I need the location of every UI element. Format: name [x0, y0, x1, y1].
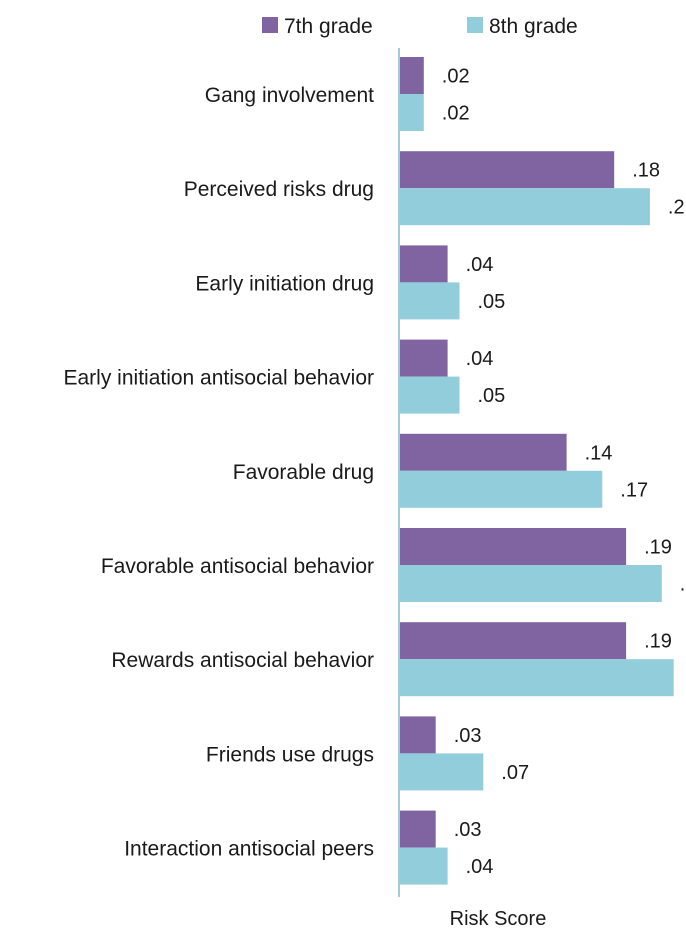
bar-early-initiation-antisocial-behavior-7th-grade	[400, 339, 448, 377]
bar-rewards-antisocial-behavior-7th-grade	[400, 622, 627, 660]
legend-swatch-7th-grade	[262, 17, 278, 33]
value-label-gang-involvement-8th-grade: .02	[442, 103, 470, 125]
category-label-gang-involvement: Gang involvement	[205, 84, 374, 107]
bar-friends-use-drugs-7th-grade	[400, 716, 436, 754]
bar-early-initiation-drug-7th-grade	[400, 245, 448, 283]
legend-swatch-8th-grade	[467, 17, 483, 33]
bar-gang-involvement-7th-grade	[400, 57, 424, 94]
value-labels-group: .02 .02 .18 .21 .04 .05 .04 .05 .14 .17 .19 .22 .19.…	[442, 66, 686, 879]
bar-perceived-risks-drug-7th-grade	[400, 151, 615, 189]
legend-label-8th-grade: 8th grade	[489, 15, 578, 38]
value-label-early-initiation-drug-7th-grade: .04	[466, 254, 494, 276]
bar-favorable-antisocial-behavior-8th-grade	[400, 565, 662, 602]
value-label-favorable-antisocial-behavior-8th-grade: .22	[680, 574, 686, 596]
category-label-favorable-drug: Favorable drug	[233, 461, 374, 484]
bar-perceived-risks-drug-8th-grade	[400, 188, 650, 226]
category-label-favorable-antisocial-behavior: Favorable antisocial behavior	[101, 555, 374, 578]
bars-group	[400, 57, 674, 885]
bar-favorable-antisocial-behavior-7th-grade	[400, 528, 627, 565]
value-label-early-initiation-antisocial-behavior-7th-grade: .04	[466, 348, 494, 370]
category-labels-group: Gang involvement Perceived risks drug Earl…	[64, 84, 375, 861]
value-label-early-initiation-drug-8th-grade: .05	[478, 291, 506, 313]
x-axis-title: Risk Score	[450, 908, 547, 930]
category-label-friends-use-drugs: Friends use drugs	[206, 743, 374, 766]
value-label-favorable-drug-8th-grade: .17	[620, 479, 648, 501]
bar-favorable-drug-8th-grade	[400, 470, 603, 508]
bar-favorable-drug-7th-grade	[400, 433, 567, 471]
category-label-perceived-risks-drug: Perceived risks drug	[184, 178, 374, 201]
bar-early-initiation-antisocial-behavior-8th-grade	[400, 376, 460, 414]
value-label-friends-use-drugs-7th-grade: .03	[454, 725, 482, 747]
value-label-perceived-risks-drug-7th-grade: .18	[632, 160, 660, 182]
bar-friends-use-drugs-8th-grade	[400, 753, 484, 791]
value-label-early-initiation-antisocial-behavior-8th-grade: .05	[478, 385, 506, 407]
legend-label-7th-grade: 7th grade	[284, 15, 373, 38]
value-label-favorable-drug-7th-grade: .14	[585, 442, 613, 464]
category-label-interaction-antisocial-peers: Interaction antisocial peers	[124, 838, 374, 861]
category-label-rewards-antisocial-behavior: Rewards antisocial behavior	[111, 649, 374, 672]
value-label-friends-use-drugs-8th-grade: .07	[501, 762, 529, 784]
bar-early-initiation-drug-8th-grade	[400, 282, 460, 320]
value-label-interaction-antisocial-peers-8th-grade: .04	[466, 856, 494, 878]
category-label-early-initiation-antisocial-behavior: Early initiation antisocial behavior	[64, 367, 375, 390]
value-label-gang-involvement-7th-grade: .02	[442, 66, 470, 88]
bar-interaction-antisocial-peers-8th-grade	[400, 847, 448, 885]
value-label-rewards-antisocial-behavior-7th-grade: .19	[644, 631, 672, 653]
value-label-interaction-antisocial-peers-7th-grade: .03	[454, 819, 482, 841]
value-label-favorable-antisocial-behavior-7th-grade: .19	[644, 537, 672, 559]
legend: 7th grade 8th grade	[262, 15, 578, 38]
bar-rewards-antisocial-behavior-8th-grade	[400, 659, 674, 697]
bar-gang-involvement-8th-grade	[400, 94, 424, 131]
bar-interaction-antisocial-peers-7th-grade	[400, 810, 436, 848]
category-label-early-initiation-drug: Early initiation drug	[195, 272, 374, 295]
value-label-perceived-risks-drug-8th-grade: .21	[668, 197, 686, 219]
